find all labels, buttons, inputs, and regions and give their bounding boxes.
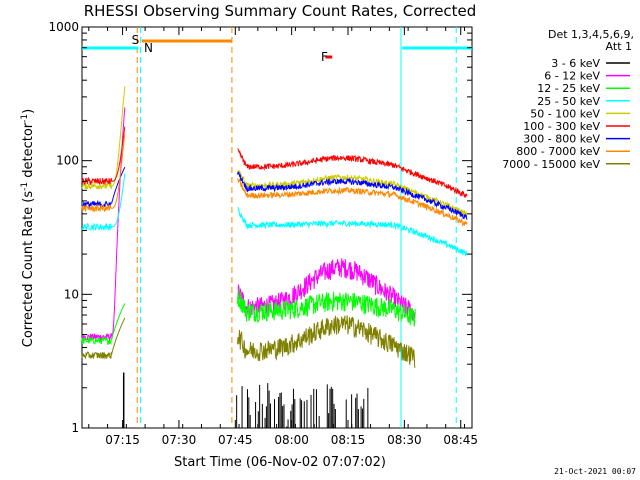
x-axis-label: Start Time (06-Nov-02 07:07:02) [174,455,386,470]
series-line-post [237,315,416,368]
x-tick-label: 07:45 [218,433,253,447]
legend-label: 100 - 300 keV [523,120,600,133]
series-6-12kev [81,107,416,342]
series-800-7000kev [81,133,468,228]
series-line-pre [81,107,126,342]
series-3-6kev [122,372,369,428]
flare-label: F [321,50,328,64]
saa-label: S [132,33,140,47]
series-line-post [237,206,468,257]
generation-date: 21-Oct-2021 00:07 [554,467,636,476]
x-tick-label: 08:00 [274,433,309,447]
legend-label: 50 - 100 keV [530,107,600,120]
x-tick-label: 08:30 [387,433,422,447]
x-tick-label: 07:15 [105,433,140,447]
legend-label: 7000 - 15000 keV [502,158,600,171]
series-line-pre [81,86,126,190]
legend-header-1: Det 1,3,4,5,6,9, [548,28,634,41]
y-tick-label: 100 [56,154,79,168]
series-7000-15000kev [81,315,416,368]
y-axis-label: Corrected Count Rate (s-1 detector-1) [20,109,36,347]
legend-label: 25 - 50 keV [537,95,600,108]
series-line-pre [81,303,126,346]
legend-label: 300 - 800 keV [523,133,600,146]
legend-label: 12 - 25 keV [537,82,600,95]
series-line-pre [81,126,126,186]
series-12-25kev [81,289,416,346]
y-tick-label: 10 [64,287,79,301]
series-line-pre [81,133,126,213]
y-tick-label: 1000 [48,20,79,34]
x-tick-label: 07:30 [162,433,197,447]
series-line-post [237,258,416,321]
series-line-post [237,289,416,327]
series-line-post [237,169,468,217]
x-tick-label: 08:45 [443,433,478,447]
legend-label: 800 - 7000 keV [516,145,600,158]
series-line-pre [81,173,126,232]
series-25-50kev [81,173,468,257]
axes: 1 10 100 1000 07:15 07:30 07:45 08:00 08:15 08:30… [48,20,478,447]
night-label: N [144,41,153,55]
series-line-post [237,177,468,228]
series-100-300kev [81,126,468,199]
legend-label: 6 - 12 keV [544,70,600,83]
series-50-100kev [81,86,468,217]
series-line-pre [81,317,126,360]
series-lines [81,86,468,428]
legend-header-2: Att 1 [606,40,632,53]
annotations: SN F [82,27,472,428]
legend-label: 3 - 6 keV [551,57,600,70]
chart-title: RHESSI Observing Summary Count Rates, Co… [84,2,477,20]
y-tick-label: 1 [71,421,79,435]
x-tick-label: 08:15 [331,433,366,447]
series-line-post [237,171,468,220]
series-line-post [237,148,468,199]
